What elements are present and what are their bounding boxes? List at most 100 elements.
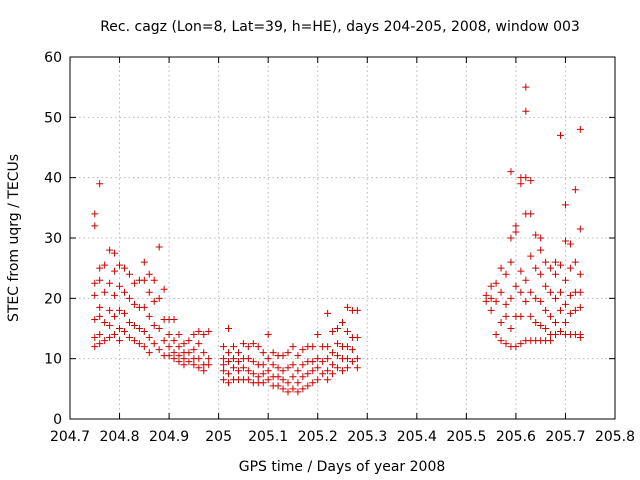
data-point	[522, 276, 530, 284]
data-point	[334, 340, 342, 348]
data-point	[106, 321, 114, 329]
data-point	[200, 367, 208, 375]
data-point	[319, 358, 327, 366]
data-point	[576, 334, 584, 342]
data-point	[140, 276, 148, 284]
data-point	[294, 352, 302, 360]
data-point	[239, 364, 247, 372]
data-point	[309, 358, 317, 366]
data-point	[111, 249, 119, 257]
data-point	[230, 355, 237, 363]
data-point	[190, 346, 198, 354]
data-point	[324, 367, 332, 375]
data-point	[234, 349, 242, 357]
data-point	[180, 340, 188, 348]
x-tick-label: 205.3	[347, 429, 387, 445]
data-point	[284, 388, 292, 396]
data-point	[561, 300, 569, 308]
data-point	[121, 309, 128, 317]
data-point	[324, 376, 332, 384]
data-point	[552, 270, 560, 278]
data-point	[324, 343, 332, 351]
data-point	[150, 340, 158, 348]
data-point	[274, 373, 282, 381]
data-point	[254, 343, 262, 351]
data-point	[121, 328, 128, 336]
data-point	[527, 177, 535, 185]
data-point	[225, 325, 233, 332]
data-point	[259, 370, 267, 378]
x-tick-label: 205.7	[545, 429, 585, 445]
data-point	[502, 270, 510, 278]
data-point	[517, 312, 525, 320]
data-point	[175, 352, 183, 360]
data-point	[205, 361, 213, 369]
data-point	[487, 282, 495, 290]
data-point	[125, 294, 133, 302]
data-point	[165, 331, 173, 339]
data-point	[125, 318, 133, 326]
x-tick-label: 205	[205, 429, 232, 445]
plot-frame	[69, 56, 616, 420]
data-point	[140, 258, 148, 266]
data-point	[96, 312, 104, 320]
data-point	[155, 346, 163, 354]
data-point	[343, 343, 351, 351]
data-point	[547, 312, 555, 320]
data-point	[249, 358, 257, 366]
data-point	[121, 288, 128, 296]
data-point	[492, 331, 500, 339]
data-point	[91, 343, 99, 351]
data-point	[125, 270, 133, 278]
data-point	[91, 334, 99, 342]
data-point	[225, 379, 233, 387]
data-point	[106, 246, 114, 254]
data-point	[264, 355, 272, 363]
data-point	[180, 355, 188, 363]
data-point	[571, 306, 579, 314]
data-point	[195, 355, 203, 363]
data-point	[329, 370, 337, 378]
data-point	[145, 288, 153, 296]
data-point	[527, 252, 535, 260]
data-point	[140, 328, 148, 336]
data-point	[542, 325, 550, 332]
data-point	[279, 367, 287, 375]
data-point	[264, 376, 272, 384]
data-point	[96, 180, 104, 188]
data-point	[532, 318, 540, 326]
x-tick-label: 205.2	[298, 429, 338, 445]
data-point	[145, 334, 153, 342]
x-tick-label: 205.5	[446, 429, 486, 445]
data-point	[195, 340, 203, 348]
x-axis-label: GPS time / Days of year 2008	[239, 459, 446, 475]
data-point	[314, 364, 322, 372]
data-point	[314, 376, 322, 384]
data-point	[294, 367, 302, 375]
data-point	[220, 343, 228, 351]
data-point	[532, 231, 540, 239]
data-point	[269, 349, 277, 357]
data-point	[91, 210, 99, 218]
data-point	[537, 297, 545, 305]
data-point	[145, 312, 153, 320]
data-point	[522, 174, 530, 182]
data-point	[294, 388, 302, 396]
data-point	[279, 376, 287, 384]
data-point	[230, 343, 237, 351]
data-point	[259, 379, 267, 387]
data-point	[299, 373, 307, 381]
data-point	[205, 355, 213, 363]
data-point	[96, 276, 104, 284]
data-point	[334, 325, 342, 332]
data-point	[571, 186, 579, 194]
data-point	[185, 337, 193, 345]
data-point	[552, 318, 560, 326]
data-point	[304, 370, 312, 378]
chart-title: Rec. cagz (Lon=8, Lat=39, h=HE), days 20…	[100, 19, 580, 35]
data-point	[234, 358, 242, 366]
data-point	[274, 364, 282, 372]
data-point	[304, 382, 312, 390]
data-point	[279, 352, 287, 360]
data-point	[195, 364, 203, 372]
